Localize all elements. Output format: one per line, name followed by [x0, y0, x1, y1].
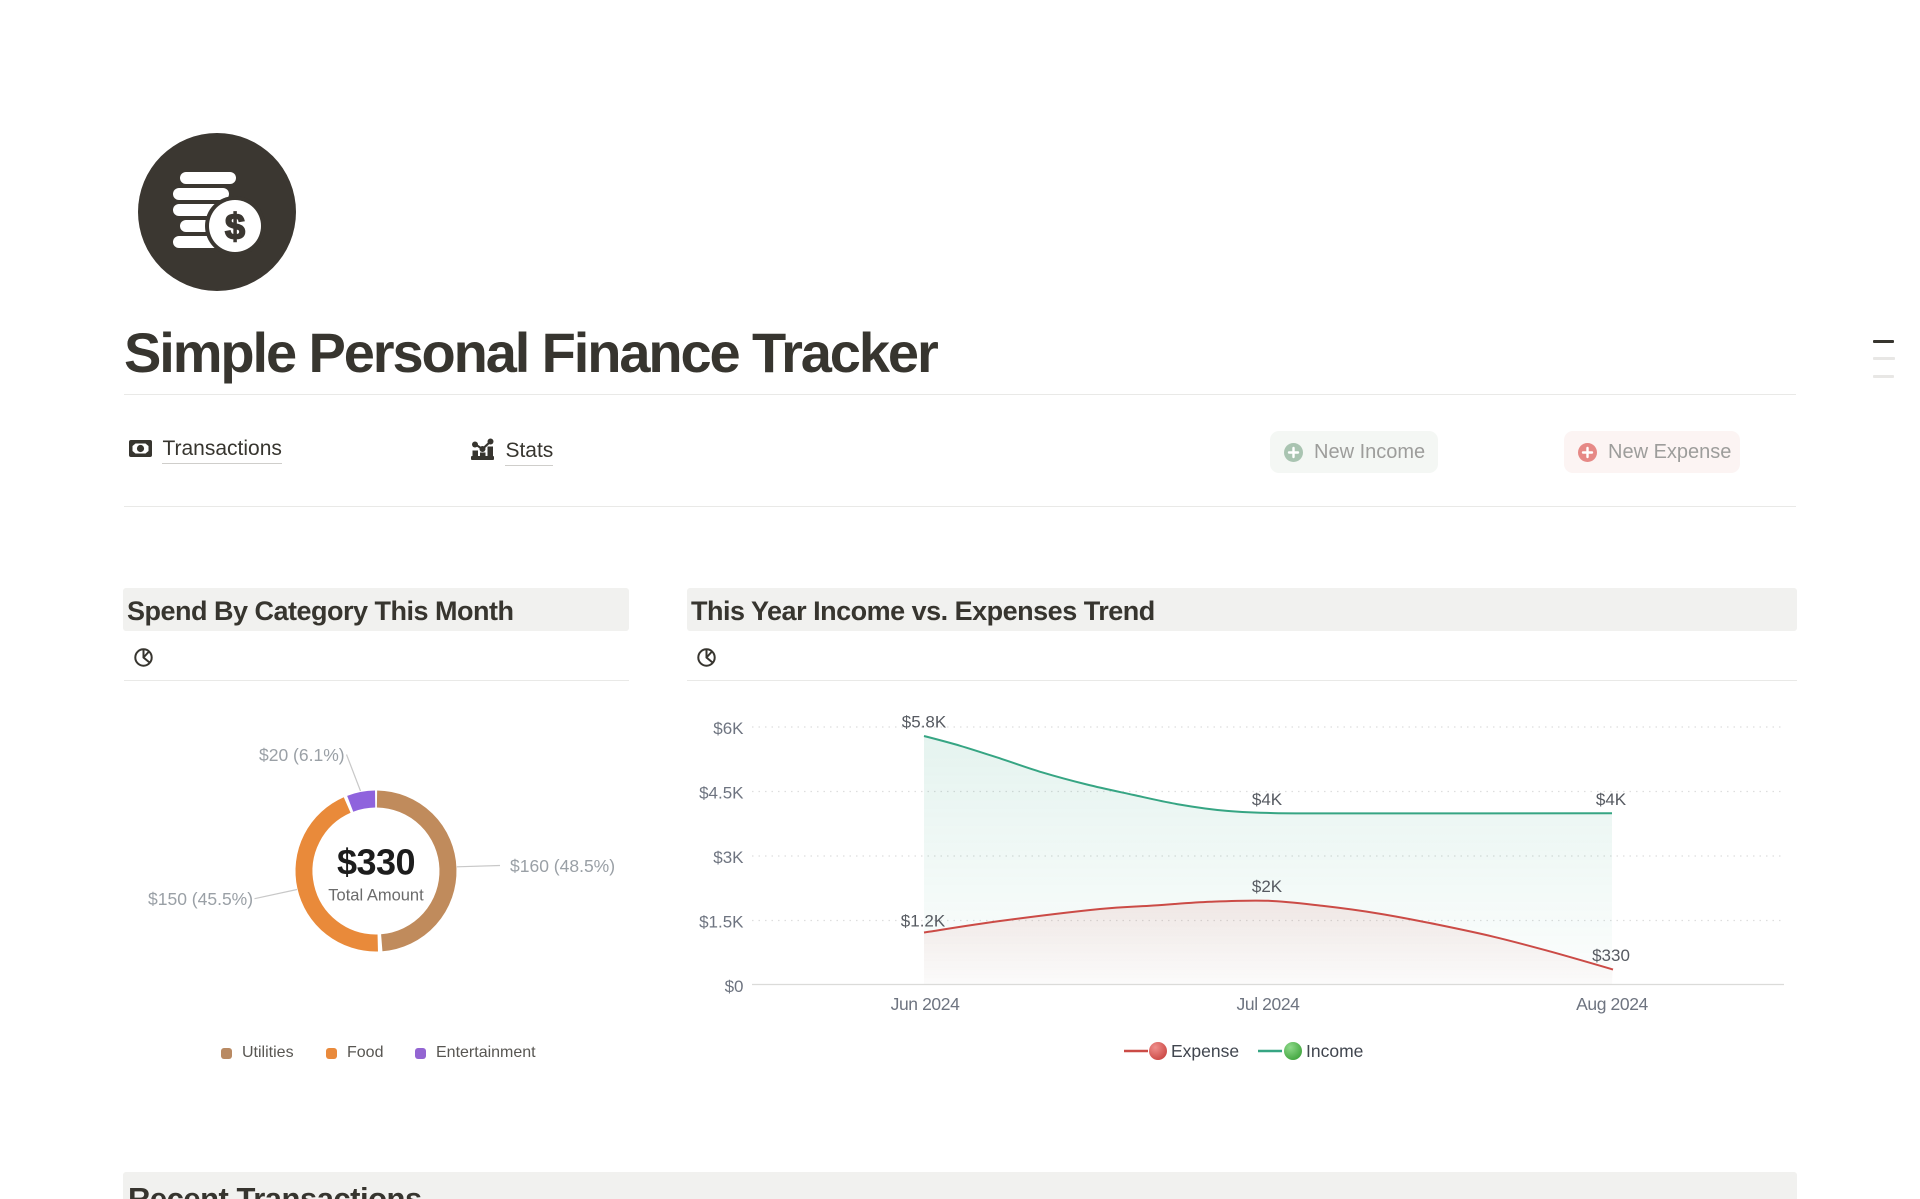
svg-text:$4.5K: $4.5K [699, 784, 744, 803]
svg-text:Jun 2024: Jun 2024 [891, 994, 960, 1014]
svg-text:$1.5K: $1.5K [699, 913, 744, 932]
svg-text:$330: $330 [1592, 946, 1630, 965]
svg-text:$4K: $4K [1252, 790, 1283, 809]
svg-text:$160 (48.5%): $160 (48.5%) [510, 856, 615, 876]
svg-text:$20 (6.1%): $20 (6.1%) [259, 745, 345, 765]
svg-text:Jul 2024: Jul 2024 [1237, 994, 1301, 1014]
svg-text:$1.2K: $1.2K [901, 912, 946, 931]
svg-text:$4K: $4K [1596, 790, 1627, 809]
svg-text:Aug 2024: Aug 2024 [1576, 994, 1648, 1014]
svg-text:Total Amount: Total Amount [328, 887, 424, 905]
svg-text:$3K: $3K [713, 848, 744, 867]
svg-text:$330: $330 [337, 842, 415, 883]
svg-text:$6K: $6K [713, 719, 744, 738]
svg-text:$0: $0 [725, 977, 744, 996]
svg-text:Expense: Expense [1171, 1041, 1239, 1061]
svg-text:$150 (45.5%): $150 (45.5%) [148, 889, 253, 909]
svg-text:$5.8K: $5.8K [902, 713, 947, 732]
svg-text:$2K: $2K [1252, 877, 1283, 896]
svg-text:$: $ [225, 206, 245, 247]
svg-text:Income: Income [1306, 1041, 1363, 1061]
